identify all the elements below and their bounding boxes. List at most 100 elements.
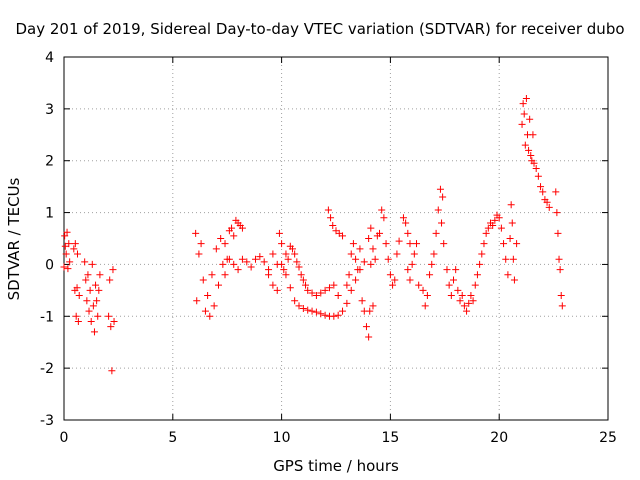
data-point xyxy=(106,276,114,284)
data-point xyxy=(96,271,104,279)
data-point xyxy=(95,286,103,294)
data-point xyxy=(81,258,89,266)
data-point xyxy=(369,302,377,310)
data-point xyxy=(380,214,388,222)
data-point xyxy=(299,276,307,284)
data-point xyxy=(371,255,379,263)
data-point xyxy=(308,307,316,315)
data-point xyxy=(325,284,333,292)
data-point xyxy=(82,276,90,284)
data-point xyxy=(286,284,294,292)
data-point xyxy=(192,229,200,237)
data-point xyxy=(471,281,479,289)
data-point xyxy=(395,237,403,245)
data-point xyxy=(552,188,560,196)
data-point xyxy=(519,100,527,108)
data-point xyxy=(367,224,375,232)
data-point xyxy=(432,229,440,237)
data-point xyxy=(110,317,118,325)
data-point xyxy=(107,323,115,331)
x-tick-label: 10 xyxy=(273,430,291,446)
data-point xyxy=(430,250,438,258)
data-point xyxy=(74,317,82,325)
data-point xyxy=(545,203,553,211)
x-tick-label: 20 xyxy=(490,430,508,446)
data-point xyxy=(265,271,273,279)
data-point xyxy=(376,229,384,237)
data-point xyxy=(228,224,236,232)
plot-frame xyxy=(63,56,609,421)
data-point xyxy=(463,307,471,315)
data-point xyxy=(334,292,342,300)
data-point xyxy=(447,292,455,300)
data-point xyxy=(521,141,529,149)
data-point xyxy=(497,224,505,232)
data-point xyxy=(70,245,78,253)
data-point xyxy=(440,240,448,248)
data-point xyxy=(502,255,510,263)
data-point xyxy=(365,333,373,341)
data-point xyxy=(225,255,233,263)
data-point xyxy=(204,292,212,300)
data-point xyxy=(423,292,431,300)
data-point xyxy=(60,263,68,271)
data-point xyxy=(454,286,462,294)
data-point xyxy=(421,302,429,310)
data-point xyxy=(75,292,83,300)
data-point xyxy=(295,263,303,271)
data-point xyxy=(212,245,220,253)
data-point xyxy=(526,115,534,123)
data-point xyxy=(445,281,453,289)
data-point xyxy=(458,292,466,300)
data-point xyxy=(513,240,521,248)
data-point xyxy=(234,266,242,274)
data-point xyxy=(480,240,488,248)
data-point xyxy=(352,276,360,284)
data-point xyxy=(452,266,460,274)
data-point xyxy=(93,297,101,305)
data-point xyxy=(291,250,299,258)
data-point xyxy=(108,367,116,375)
data-point xyxy=(243,258,251,266)
data-point xyxy=(369,245,377,253)
x-tick-label: 0 xyxy=(60,430,69,446)
data-points xyxy=(60,94,566,375)
data-point xyxy=(378,206,386,214)
x-axis-label: GPS time / hours xyxy=(273,457,399,475)
data-point xyxy=(537,183,545,191)
data-point xyxy=(362,323,370,331)
data-point xyxy=(386,271,394,279)
data-point xyxy=(87,317,95,325)
data-point xyxy=(556,266,564,274)
data-point xyxy=(230,232,238,240)
data-point xyxy=(64,265,72,273)
data-point xyxy=(71,240,79,248)
data-point xyxy=(557,292,565,300)
data-point xyxy=(73,250,81,258)
data-point xyxy=(469,297,477,305)
data-point xyxy=(92,281,100,289)
data-point xyxy=(419,286,427,294)
data-point xyxy=(358,297,366,305)
data-point xyxy=(426,271,434,279)
data-point xyxy=(221,271,229,279)
data-point xyxy=(280,266,288,274)
data-point xyxy=(230,260,238,268)
data-point xyxy=(302,281,310,289)
data-point xyxy=(347,286,355,294)
data-point xyxy=(84,271,92,279)
data-point xyxy=(460,302,468,310)
data-point xyxy=(317,289,325,297)
data-point xyxy=(507,201,515,209)
data-point xyxy=(329,222,337,230)
data-point xyxy=(72,312,80,320)
x-tick-label: 5 xyxy=(168,430,177,446)
data-point xyxy=(65,240,73,248)
data-point xyxy=(63,228,71,236)
data-point xyxy=(415,281,423,289)
data-point xyxy=(73,284,81,292)
data-point xyxy=(465,299,473,307)
data-point xyxy=(299,305,307,313)
data-point xyxy=(484,224,492,232)
